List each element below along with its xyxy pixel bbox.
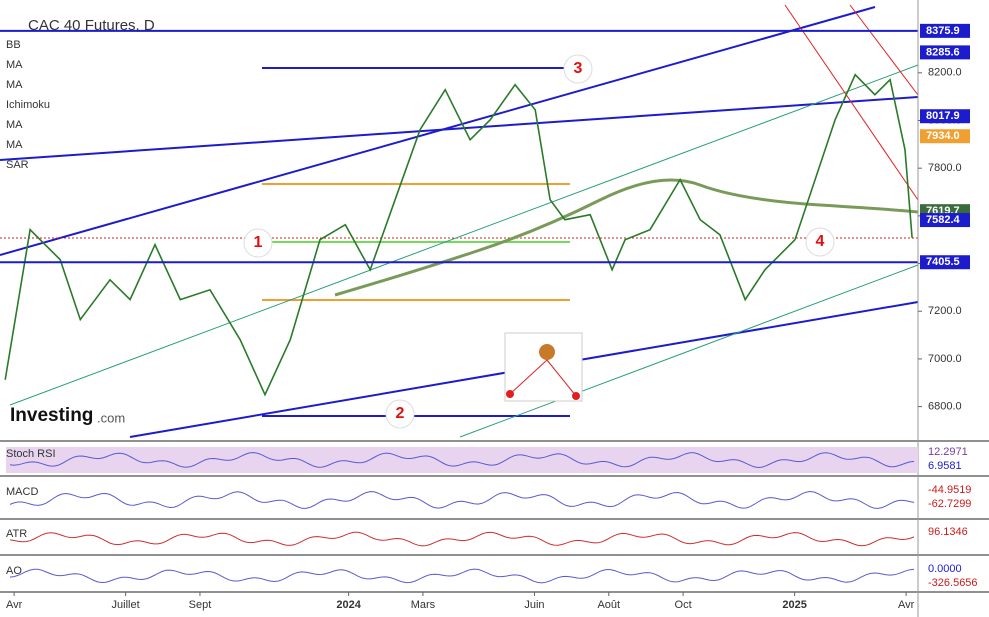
price-label: 7934.0 <box>926 130 960 142</box>
indicator-label: MA <box>6 79 23 91</box>
x-tick-label: 2025 <box>782 599 806 611</box>
oscillator <box>9 568 915 584</box>
x-tick-label: Avr <box>898 599 915 611</box>
logo-main: Investing <box>10 405 93 426</box>
indicator-label: Ichimoku <box>6 99 50 111</box>
x-tick-label: 2024 <box>336 599 361 611</box>
annotation: 2 <box>396 405 405 422</box>
price-label-box <box>920 213 970 228</box>
indicator-label: MA <box>6 139 23 151</box>
x-tick-label: Juin <box>524 599 544 611</box>
x-tick-label: Avr <box>6 599 23 611</box>
y-tick-label: 7200.0 <box>928 305 962 317</box>
x-tick-label: Oct <box>675 599 692 611</box>
oscillator <box>9 490 915 509</box>
annotation: 1 <box>254 234 263 251</box>
panel-title: AO <box>6 565 22 577</box>
price-label: 8017.9 <box>926 110 960 122</box>
price-label-box <box>920 109 970 124</box>
y-tick-label: 7000.0 <box>928 353 962 365</box>
panel-title: ATR <box>6 528 27 540</box>
price-label-box <box>920 23 970 38</box>
y-tick-label: 8200.0 <box>928 67 962 79</box>
indicator-label: MA <box>6 59 23 71</box>
panel-value: -44.9519 <box>928 484 971 496</box>
drawings <box>0 4 919 438</box>
x-tick-label: Août <box>597 599 620 611</box>
price-label: 7582.4 <box>926 214 961 226</box>
annotation: 3 <box>574 60 583 77</box>
panel-value: -62.7299 <box>928 498 971 510</box>
price-label: 7405.5 <box>926 256 960 268</box>
panel-value: 6.9581 <box>928 460 962 472</box>
annotation: 4 <box>816 233 825 250</box>
panel-value: -326.5656 <box>928 577 978 589</box>
logo: Investing .com <box>10 405 125 426</box>
price-label: 8285.6 <box>926 46 960 58</box>
oscillator <box>9 452 915 469</box>
panel-value: 12.2971 <box>928 446 968 458</box>
x-tick-label: Juillet <box>112 599 140 611</box>
panel-title: MACD <box>6 486 38 498</box>
price-line <box>4 73 913 397</box>
panel-value: 0.0000 <box>928 563 962 575</box>
price-label: 8375.9 <box>926 25 960 37</box>
y-tick-label: 7800.0 <box>928 162 962 174</box>
price-label-box <box>920 129 970 144</box>
y-tick-label: 6800.0 <box>928 401 962 413</box>
indicator-label: MA <box>6 119 23 131</box>
x-tick-label: Sept <box>189 599 212 611</box>
panel-value: 96.1346 <box>928 526 968 538</box>
chart-title: CAC 40 Futures, D <box>28 17 155 34</box>
indicator-label: BB <box>6 39 21 51</box>
price-label-box <box>920 255 970 270</box>
x-tick-label: Mars <box>411 599 436 611</box>
logo-suffix: .com <box>97 410 125 425</box>
oscillator <box>9 531 915 547</box>
panel-title: Stoch RSI <box>6 448 56 460</box>
price-label-box <box>920 45 970 60</box>
indicator-label: SAR <box>6 159 29 171</box>
stoch-band <box>6 447 918 473</box>
